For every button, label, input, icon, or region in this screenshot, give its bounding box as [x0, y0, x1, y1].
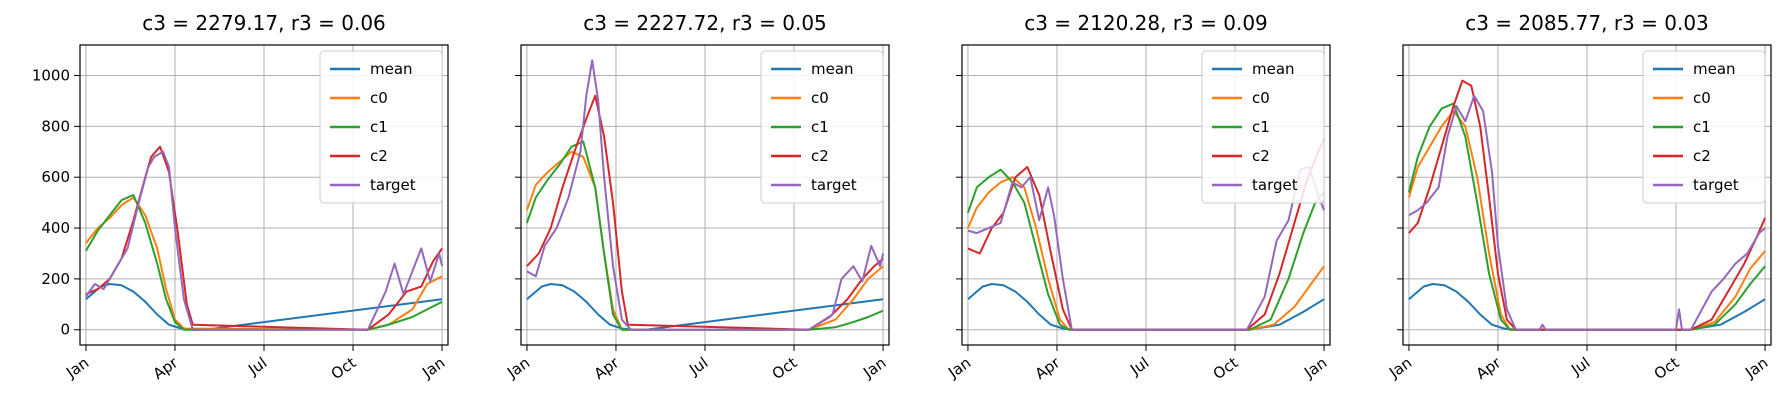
legend-label-c1: c1 [811, 118, 829, 136]
legend-label-c1: c1 [1693, 118, 1711, 136]
series-line-target [526, 59, 885, 331]
legend-label-c1: c1 [1252, 118, 1270, 136]
series-line-c1 [85, 194, 443, 331]
y-tick-label: 200 [41, 270, 70, 288]
series-line-target [1408, 94, 1766, 331]
series-line-c2 [1408, 79, 1767, 331]
series-line-c1 [525, 140, 884, 331]
legend-label-c2: c2 [1252, 147, 1270, 165]
legend-label-c1: c1 [370, 118, 388, 136]
series-line-c0 [85, 196, 443, 331]
legend-label-c0: c0 [1252, 89, 1270, 107]
legend-label-c2: c2 [370, 147, 388, 165]
legend-label-c2: c2 [1693, 147, 1711, 165]
legend-box [1201, 50, 1325, 204]
panel-title: c3 = 2085.77, r3 = 0.03 [1465, 11, 1709, 35]
legend-box [760, 50, 884, 204]
y-tick-label: 1000 [32, 67, 70, 85]
series-line-c1 [1407, 102, 1766, 331]
legend: mean c0 c1 c2 target [1642, 50, 1766, 204]
series-line-c2 [526, 94, 884, 331]
y-tick-label: 0 [60, 321, 70, 339]
series-line-c0 [1407, 110, 1766, 331]
legend-label-mean: mean [811, 60, 854, 78]
legend: mean c0 c1 c2 target [760, 50, 884, 204]
panel-title: c3 = 2120.28, r3 = 0.09 [1024, 11, 1268, 35]
legend-label-target: target [811, 176, 857, 194]
legend-box [1642, 50, 1766, 204]
series-line-c2 [967, 138, 1326, 331]
legend: mean c0 c1 c2 target [319, 50, 443, 204]
legend-label-c2: c2 [811, 147, 829, 165]
y-tick-label: 600 [41, 168, 70, 186]
series-line-c1 [966, 168, 1325, 331]
legend-label-mean: mean [1252, 60, 1295, 78]
legend-label-c0: c0 [1693, 89, 1711, 107]
series-line-c0 [966, 176, 1325, 331]
legend-label-target: target [1252, 176, 1298, 194]
panel-title: c3 = 2279.17, r3 = 0.06 [142, 11, 386, 35]
legend-label-target: target [1693, 176, 1739, 194]
y-tick-label: 800 [41, 117, 70, 135]
legend-box [319, 50, 443, 204]
legend-label-c0: c0 [370, 89, 388, 107]
legend: mean c0 c1 c2 target [1201, 50, 1325, 204]
series-line-target [85, 150, 444, 331]
legend-label-mean: mean [370, 60, 413, 78]
legend-label-mean: mean [1693, 60, 1736, 78]
legend-label-target: target [370, 176, 416, 194]
y-tick-label: 400 [41, 219, 70, 237]
panel-title: c3 = 2227.72, r3 = 0.05 [583, 11, 827, 35]
legend-label-c0: c0 [811, 89, 829, 107]
